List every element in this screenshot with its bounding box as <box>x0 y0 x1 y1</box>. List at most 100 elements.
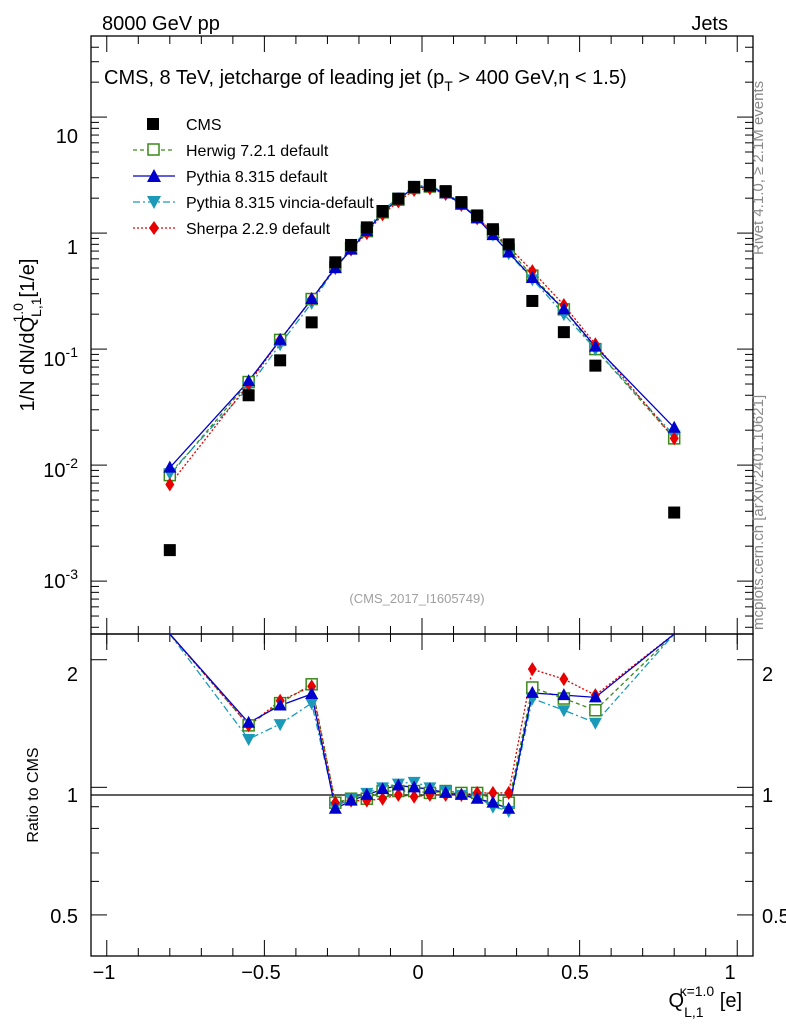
point-cms <box>163 544 176 557</box>
ratio-point-sherpa <box>559 672 569 687</box>
y-tick-label-1e-1: 10-1 <box>43 344 78 371</box>
ratio-point-pythia <box>391 778 405 791</box>
ratio-point-sherpa <box>504 785 514 800</box>
legend-label-sherpa: Sherpa 2.2.9 default <box>186 221 331 238</box>
legend-label-pythia: Pythia 8.315 default <box>186 169 328 186</box>
point-pythia <box>525 271 539 284</box>
legend-marker-vincia <box>147 196 161 209</box>
ratio-point-pythia <box>407 780 421 793</box>
ratio-point-pythia <box>486 795 500 808</box>
point-pythia <box>163 460 177 473</box>
point-pythia <box>588 339 602 352</box>
header-right: Jets <box>691 13 728 35</box>
ratio-point-pythia <box>305 687 319 700</box>
point-cms <box>439 185 452 198</box>
y-axis-label-unit: [1/e] <box>17 259 39 303</box>
x-axis-label-main: Q <box>669 990 685 1012</box>
ratio-point-pythia <box>470 791 484 804</box>
point-cms <box>471 209 484 222</box>
mcplots-label: mcplots.cern.ch [arXiv:2401.10621] <box>750 395 767 630</box>
ratio-tick-label-0.5: 0.5 <box>50 906 78 928</box>
y-tick-label-1e-3: 10-3 <box>43 566 78 593</box>
point-sherpa <box>669 431 679 446</box>
x-tick-label-1: 1 <box>724 962 735 984</box>
point-cms <box>557 326 570 339</box>
ratio-point-vincia <box>242 734 256 747</box>
point-cms <box>423 178 436 191</box>
ratio-tick-label-1: 1 <box>67 785 78 807</box>
point-cms <box>242 389 255 402</box>
plot-title-main: CMS, 8 TeV, jetcharge of leading jet (p <box>104 67 444 89</box>
ratio-point-pythia <box>439 785 453 798</box>
analysis-watermark: (CMS_2017_I1605749) <box>349 591 484 606</box>
rivet-label: Rivet 4.1.0, ≥ 2.1M events <box>750 81 767 255</box>
y-axis-label-sub: L,1 <box>28 297 44 317</box>
x-axis-label-unit: [e] <box>714 990 742 1012</box>
legend-marker-sherpa <box>149 221 159 235</box>
header-left: 8000 GeV pp <box>102 13 220 35</box>
ratio-point-pythia <box>557 688 571 701</box>
x-tick-label-neg05: −0.5 <box>241 962 280 984</box>
y-tick-label-1e-2: 10-2 <box>43 455 78 482</box>
point-cms <box>329 256 342 269</box>
legend-marker-pythia <box>147 169 161 182</box>
ratio-tick-label-right-0.5: 0.5 <box>762 906 786 928</box>
point-sherpa <box>165 477 175 492</box>
ratio-point-vincia <box>305 698 319 711</box>
legend-label-herwig: Herwig 7.2.1 default <box>186 143 329 160</box>
ratio-point-pythia <box>423 782 437 795</box>
y-tick-label-10: 10 <box>56 126 78 148</box>
legend: CMS Herwig 7.2.1 default Pythia 8.315 de… <box>133 117 374 238</box>
plot-title-rest: > 400 GeV,η < 1.5) <box>453 67 627 89</box>
ratio-point-pythia <box>328 801 342 814</box>
y-tick-label-1: 1 <box>67 237 78 259</box>
point-cms <box>274 354 287 367</box>
ratio-point-pythia <box>360 787 374 800</box>
legend-label-cms: CMS <box>186 117 222 134</box>
point-cms <box>455 196 468 209</box>
ratio-point-pythia <box>525 685 539 698</box>
x-tick-marks <box>106 36 738 956</box>
main-panel-series <box>163 178 681 557</box>
ratio-line-pythia <box>169 633 675 810</box>
ratio-point-vincia <box>273 719 287 732</box>
ratio-point-sherpa <box>393 787 403 802</box>
legend-marker-cms <box>147 118 159 130</box>
ratio-tick-label-2: 2 <box>67 664 78 686</box>
point-cms <box>502 238 515 251</box>
x-tick-label-neg1: −1 <box>93 962 116 984</box>
ratio-y-axis-label: Ratio to CMS <box>25 747 42 842</box>
ratio-panel-series <box>169 633 675 818</box>
y-axis-label-sup: 1.0 <box>10 303 26 323</box>
x-axis-label-sup: κ=1.0 <box>680 983 715 999</box>
ratio-tick-label-right-1: 1 <box>762 785 773 807</box>
ratio-tick-label-right-2: 2 <box>762 664 773 686</box>
ratio-point-vincia <box>557 705 571 718</box>
plot-title: CMS, 8 TeV, jetcharge of leading jet (pT… <box>104 67 627 94</box>
ratio-point-pythia <box>588 690 602 703</box>
point-cms <box>668 506 681 519</box>
point-cms <box>589 359 602 372</box>
y-axis-label: 1/N dN/dQL,11.0 [1/e] <box>10 259 44 412</box>
x-axis-label-sub: L,1 <box>684 1004 704 1020</box>
x-tick-label-0: 0 <box>412 962 423 984</box>
ratio-point-sherpa <box>527 662 537 677</box>
point-pythia <box>273 332 287 345</box>
ratio-point-herwig <box>589 703 602 717</box>
point-pythia <box>305 292 319 305</box>
point-cms <box>345 238 358 251</box>
point-pythia <box>502 245 516 258</box>
ratio-point-sherpa <box>378 791 388 806</box>
legend-label-vincia: Pythia 8.315 vincia-default <box>186 195 374 212</box>
ratio-point-pythia <box>454 787 468 800</box>
legend-marker-herwig <box>147 143 160 156</box>
point-cms <box>526 294 539 307</box>
ratio-point-pythia <box>242 715 256 728</box>
ratio-point-pythia <box>376 782 390 795</box>
point-cms <box>392 192 405 205</box>
ratio-line-vincia <box>169 633 675 812</box>
ratio-point-pythia <box>344 793 358 806</box>
main-minor-ticks <box>91 35 753 916</box>
ratio-point-sherpa <box>307 679 317 694</box>
